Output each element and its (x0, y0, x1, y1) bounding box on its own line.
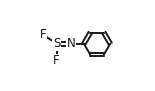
Text: N: N (67, 37, 75, 50)
Text: F: F (53, 55, 60, 67)
Text: S: S (53, 37, 60, 50)
Text: F: F (40, 28, 46, 41)
